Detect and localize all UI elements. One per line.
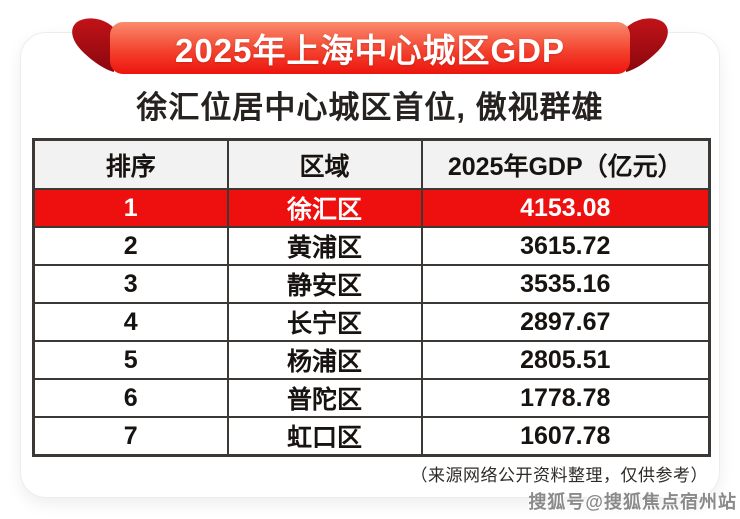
district-cell: 虹口区	[226, 416, 423, 457]
table-header-row: 排序 区域 2025年GDP（亿元）	[32, 138, 711, 190]
gdp-cell: 4153.08	[420, 188, 711, 228]
source-note: （来源网络公开资料整理，仅供参考）	[410, 466, 708, 485]
gdp-cell: 1607.78	[420, 416, 711, 457]
gdp-cell: 2897.67	[420, 302, 711, 342]
rank-cell: 6	[32, 378, 229, 418]
rank-cell: 3	[32, 264, 229, 304]
page-title: 2025年上海中心城区GDP	[175, 32, 565, 69]
ribbon-right-fold	[626, 18, 668, 72]
column-header-rank: 排序	[32, 138, 229, 190]
gdp-ranking-table: 排序 区域 2025年GDP（亿元） 1 徐汇区 4153.08 2 黄浦区 3…	[32, 138, 711, 457]
district-cell: 黄浦区	[226, 226, 423, 266]
column-header-gdp: 2025年GDP（亿元）	[420, 138, 711, 190]
subtitle: 徐汇位居中心城区首位, 傲视群雄	[136, 90, 604, 125]
ribbon-band	[110, 22, 630, 74]
column-header-district: 区域	[226, 138, 423, 190]
gdp-cell: 2805.51	[420, 340, 711, 380]
rank-cell: 5	[32, 340, 229, 380]
gdp-cell: 3535.16	[420, 264, 711, 304]
table-row-rank-6: 6 普陀区 1778.78	[32, 378, 711, 418]
district-cell: 杨浦区	[226, 340, 423, 380]
rank-cell: 2	[32, 226, 229, 266]
table-row-rank-3: 3 静安区 3535.16	[32, 264, 711, 304]
ribbon-shape	[72, 18, 668, 74]
table-row-rank-5: 5 杨浦区 2805.51	[32, 340, 711, 380]
title-ribbon: 2025年上海中心城区GDP	[68, 14, 672, 78]
table-row-rank-4: 4 长宁区 2897.67	[32, 302, 711, 342]
district-cell: 静安区	[226, 264, 423, 304]
district-cell: 长宁区	[226, 302, 423, 342]
rank-cell: 4	[32, 302, 229, 342]
rank-cell: 1	[32, 188, 229, 228]
ribbon-left-fold	[72, 18, 114, 72]
district-cell: 普陀区	[226, 378, 423, 418]
watermark: 搜狐号@搜狐焦点宿州站	[528, 492, 737, 512]
gdp-cell: 1778.78	[420, 378, 711, 418]
gdp-cell: 3615.72	[420, 226, 711, 266]
table-row-rank-2: 2 黄浦区 3615.72	[32, 226, 711, 266]
district-cell: 徐汇区	[226, 188, 423, 228]
rank-cell: 7	[32, 416, 229, 457]
table-row-rank-1: 1 徐汇区 4153.08	[32, 188, 711, 228]
table-row-rank-7: 7 虹口区 1607.78	[32, 416, 711, 457]
